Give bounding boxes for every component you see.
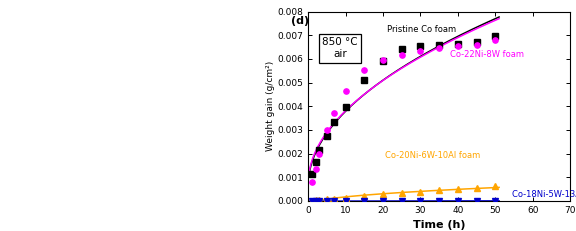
Text: Pristine Co foam: Pristine Co foam (387, 25, 456, 34)
Text: Co-20Ni-6W-10Al foam: Co-20Ni-6W-10Al foam (385, 151, 480, 160)
Text: Co-22Ni-8W foam: Co-22Ni-8W foam (450, 50, 524, 59)
Text: (d): (d) (291, 16, 309, 26)
Text: Co-18Ni-5W-13Al foam: Co-18Ni-5W-13Al foam (512, 190, 576, 199)
X-axis label: Time (h): Time (h) (413, 220, 465, 230)
Y-axis label: Weight gain (g/cm²): Weight gain (g/cm²) (266, 61, 275, 151)
Text: 850 °C
air: 850 °C air (322, 37, 358, 59)
